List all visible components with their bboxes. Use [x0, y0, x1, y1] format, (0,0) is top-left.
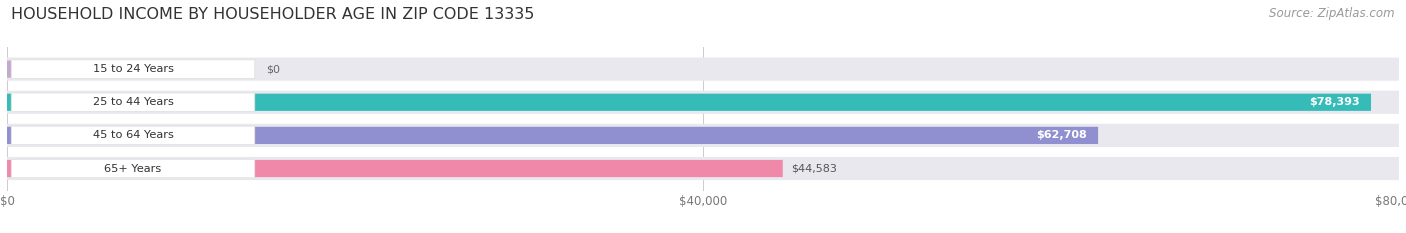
Text: 45 to 64 Years: 45 to 64 Years	[93, 130, 173, 140]
Text: 15 to 24 Years: 15 to 24 Years	[93, 64, 173, 74]
FancyBboxPatch shape	[7, 91, 1399, 114]
Text: Source: ZipAtlas.com: Source: ZipAtlas.com	[1270, 7, 1395, 20]
FancyBboxPatch shape	[7, 94, 1371, 111]
Text: 65+ Years: 65+ Years	[104, 164, 162, 174]
Text: HOUSEHOLD INCOME BY HOUSEHOLDER AGE IN ZIP CODE 13335: HOUSEHOLD INCOME BY HOUSEHOLDER AGE IN Z…	[11, 7, 534, 22]
FancyBboxPatch shape	[7, 160, 783, 177]
Text: 25 to 44 Years: 25 to 44 Years	[93, 97, 173, 107]
FancyBboxPatch shape	[11, 60, 254, 79]
FancyBboxPatch shape	[11, 93, 254, 112]
Text: $62,708: $62,708	[1036, 130, 1087, 140]
Text: $78,393: $78,393	[1309, 97, 1360, 107]
FancyBboxPatch shape	[7, 127, 1098, 144]
Text: $0: $0	[266, 64, 280, 74]
FancyBboxPatch shape	[7, 124, 1399, 147]
Text: $44,583: $44,583	[792, 164, 837, 174]
FancyBboxPatch shape	[11, 159, 254, 178]
FancyBboxPatch shape	[7, 61, 38, 78]
FancyBboxPatch shape	[11, 126, 254, 145]
FancyBboxPatch shape	[7, 58, 1399, 81]
FancyBboxPatch shape	[7, 157, 1399, 180]
